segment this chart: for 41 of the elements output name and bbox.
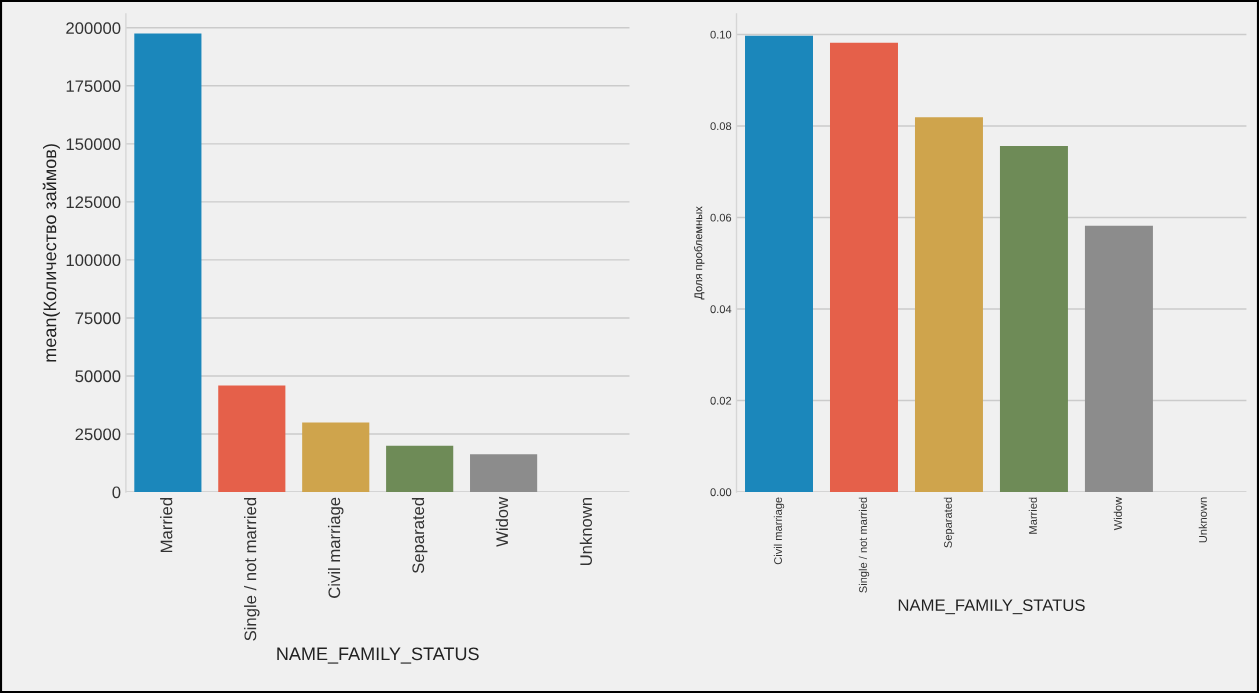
y-tick-label: 100000 — [66, 254, 121, 267]
y-tick-label: 25000 — [75, 428, 121, 441]
y-tick-label: 0.02 — [710, 396, 732, 405]
y-tick-label: 0.00 — [710, 488, 732, 497]
x-tick-label: Single / not married — [244, 497, 260, 641]
y-tick-label: 75000 — [75, 312, 121, 325]
x-tick-label: Single / not married — [858, 497, 870, 593]
bar — [830, 42, 898, 493]
bar — [1084, 225, 1153, 493]
y-tick-label: 150000 — [66, 138, 121, 151]
x-tick-label: Separated — [943, 497, 955, 548]
bar — [745, 35, 813, 493]
x-tick-label: Widow — [495, 496, 509, 547]
y-axis-title: mean(Количество займов) — [42, 144, 60, 362]
bar — [134, 33, 202, 493]
bar — [386, 445, 454, 493]
y-axis-title: Доля проблемных — [694, 206, 705, 300]
x-tick-label: Separated — [411, 497, 428, 574]
x-tick-label: Widow — [1113, 496, 1122, 531]
bar — [999, 146, 1068, 493]
y-tick-label: 0.08 — [710, 122, 732, 131]
y-tick-label: 0.06 — [710, 213, 732, 222]
x-axis-title: NAME_FAMILY_STATUS — [277, 647, 479, 664]
x-tick-label: Civil marriage — [773, 497, 785, 565]
y-tick-label: 0.10 — [710, 30, 732, 39]
x-tick-label: Unknown — [1198, 497, 1207, 543]
x-tick-label: Married — [1028, 497, 1037, 534]
bar — [302, 422, 370, 493]
x-tick-label: Married — [160, 497, 173, 553]
bar — [470, 454, 538, 493]
x-axis-title: NAME_FAMILY_STATUS — [898, 599, 1085, 615]
y-tick-label: 0 — [112, 486, 121, 499]
y-tick-label: 125000 — [66, 196, 121, 209]
bar — [218, 385, 286, 493]
x-tick-label: Civil marriage — [327, 497, 344, 598]
y-tick-label: 175000 — [66, 80, 121, 93]
bar — [914, 117, 983, 493]
y-tick-label: 0.04 — [710, 305, 732, 314]
x-tick-label: Unknown — [579, 497, 593, 566]
y-tick-label: 200000 — [66, 22, 121, 34]
y-tick-label: 50000 — [75, 370, 121, 383]
